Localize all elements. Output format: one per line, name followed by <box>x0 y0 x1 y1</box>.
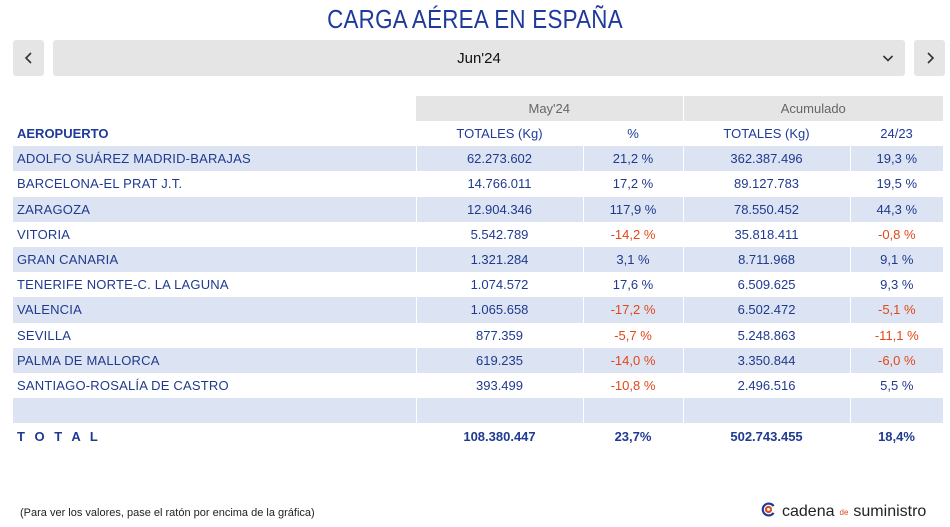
chevron-right-icon <box>926 52 934 64</box>
table-row: SEVILLA 877.359 -5,7 % 5.248.863 -11,1 % <box>13 322 944 348</box>
total-may-pct: 23,7% <box>614 429 652 445</box>
table-row: VITORIA 5.542.789 -14,2 % 35.818.411 -0,… <box>13 221 944 247</box>
may-pct: 117,9 % <box>582 196 684 222</box>
may-pct: -17,2 % <box>582 297 684 323</box>
airport-name: VITORIA <box>17 226 71 242</box>
acc-total: 2.496.516 <box>682 372 851 399</box>
column-header-may-pct: % <box>627 126 639 142</box>
airport-name: TENERIFE NORTE-C. LA LAGUNA <box>17 277 229 293</box>
may-total: 619.235 <box>415 347 583 373</box>
airport-name: SEVILLA <box>17 327 72 343</box>
table-row: GRAN CANARIA 1.321.284 3,1 % 8.711.968 9… <box>13 246 944 273</box>
table-row: TENERIFE NORTE-C. LA LAGUNA 1.074.572 17… <box>13 272 944 298</box>
may-pct: -10,8 % <box>582 372 684 399</box>
brand-logo[interactable]: cadena de suministro <box>760 501 926 523</box>
may-pct: -14,0 % <box>582 347 684 373</box>
empty-row <box>13 398 944 424</box>
empty-cell <box>415 398 583 424</box>
total-row: T O T A L 108.380.447 23,7% 502.743.455 … <box>13 423 943 450</box>
may-total: 5.542.789 <box>415 221 583 247</box>
empty-cell <box>582 398 684 424</box>
column-header-acc-total: TOTALES (Kg) <box>723 126 810 142</box>
may-total: 14.766.011 <box>415 171 583 197</box>
group-header-cumulative: Acumulado <box>682 96 944 121</box>
total-acc-total: 502.743.455 <box>730 429 803 445</box>
airport-name: PALMA DE MALLORCA <box>13 347 416 373</box>
brand-name-part2: de <box>839 507 849 517</box>
may-total: 1.074.572 <box>415 272 583 298</box>
empty-cell <box>13 398 416 424</box>
airport-name: ADOLFO SUÁREZ MADRID-BARAJAS <box>13 146 416 172</box>
acc-pct: -6,0 % <box>849 347 944 373</box>
table-row: VALENCIA 1.065.658 -17,2 % 6.502.472 -5,… <box>13 297 944 323</box>
acc-pct: 5,5 % <box>849 372 944 399</box>
may-pct: 17,6 % <box>582 272 684 298</box>
airport-name: BARCELONA-EL PRAT J.T. <box>17 176 183 192</box>
acc-pct: -0,8 % <box>849 221 944 247</box>
airport-name: ZARAGOZA <box>13 196 416 222</box>
brand-name-part3: suministro <box>853 503 927 520</box>
footnote: (Para ver los valores, pase el ratón por… <box>20 507 315 519</box>
acc-total: 5.248.863 <box>682 322 851 348</box>
may-total: 393.499 <box>415 372 583 399</box>
acc-total: 89.127.783 <box>682 171 851 197</box>
total-acc-pct: 18,4% <box>878 429 915 445</box>
airport-name: GRAN CANARIA <box>13 246 416 273</box>
page-title: CARGA AÉREA EN ESPAÑA <box>327 4 623 34</box>
may-total: 1.065.658 <box>415 297 583 323</box>
month-select[interactable]: Jun'24 <box>53 40 905 76</box>
acc-total: 78.550.452 <box>682 196 851 222</box>
total-label: T O T A L <box>17 429 101 445</box>
airport-name: SANTIAGO-ROSALÍA DE CASTRO <box>17 377 229 393</box>
airport-name: VALENCIA <box>13 297 416 323</box>
may-pct: -5,7 % <box>582 322 684 348</box>
acc-total: 8.711.968 <box>682 246 851 273</box>
brand-name-part1: cadena <box>782 503 835 520</box>
table-row: PALMA DE MALLORCA 619.235 -14,0 % 3.350.… <box>13 347 944 373</box>
column-header-airport: AEROPUERTO <box>17 126 109 142</box>
acc-pct: 9,3 % <box>849 272 944 298</box>
acc-total: 362.387.496 <box>682 146 851 172</box>
table-row: ZARAGOZA 12.904.346 117,9 % 78.550.452 4… <box>13 196 944 222</box>
previous-month-button[interactable] <box>13 40 44 76</box>
acc-pct: 44,3 % <box>849 196 944 222</box>
group-header-blank <box>13 96 416 121</box>
table-row: SANTIAGO-ROSALÍA DE CASTRO 393.499 -10,8… <box>13 372 944 399</box>
chevron-left-icon <box>24 52 32 64</box>
may-pct: 17,2 % <box>582 171 684 197</box>
cadena-logo-icon <box>760 501 777 523</box>
table-row: BARCELONA-EL PRAT J.T. 14.766.011 17,2 %… <box>13 171 944 197</box>
chevron-down-icon <box>882 55 894 62</box>
acc-pct: -5,1 % <box>849 297 944 323</box>
acc-pct: 19,3 % <box>849 146 944 172</box>
may-total: 1.321.284 <box>415 246 583 273</box>
may-total: 12.904.346 <box>415 196 583 222</box>
acc-pct: 9,1 % <box>849 246 944 273</box>
acc-pct: -11,1 % <box>849 322 944 348</box>
acc-pct: 19,5 % <box>849 171 944 197</box>
table-row: ADOLFO SUÁREZ MADRID-BARAJAS 62.273.602 … <box>13 146 944 172</box>
acc-total: 35.818.411 <box>682 221 851 247</box>
column-header-acc-pct: 24/23 <box>880 126 913 142</box>
acc-total: 6.509.625 <box>682 272 851 298</box>
may-pct: 3,1 % <box>582 246 684 273</box>
acc-total: 6.502.472 <box>682 297 851 323</box>
air-cargo-table: May'24 Acumulado AEROPUERTO TOTALES (Kg)… <box>13 96 944 450</box>
may-total: 62.273.602 <box>415 146 583 172</box>
month-select-value: Jun'24 <box>457 49 501 67</box>
next-month-button[interactable] <box>914 40 945 76</box>
column-header-may-total: TOTALES (Kg) <box>456 126 543 142</box>
acc-total: 3.350.844 <box>682 347 851 373</box>
total-may-total: 108.380.447 <box>463 429 536 445</box>
may-total: 877.359 <box>415 322 583 348</box>
empty-cell <box>682 398 851 424</box>
may-pct: -14,2 % <box>582 221 684 247</box>
may-pct: 21,2 % <box>582 146 684 172</box>
empty-cell <box>849 398 944 424</box>
group-header-period: May'24 <box>416 96 684 121</box>
